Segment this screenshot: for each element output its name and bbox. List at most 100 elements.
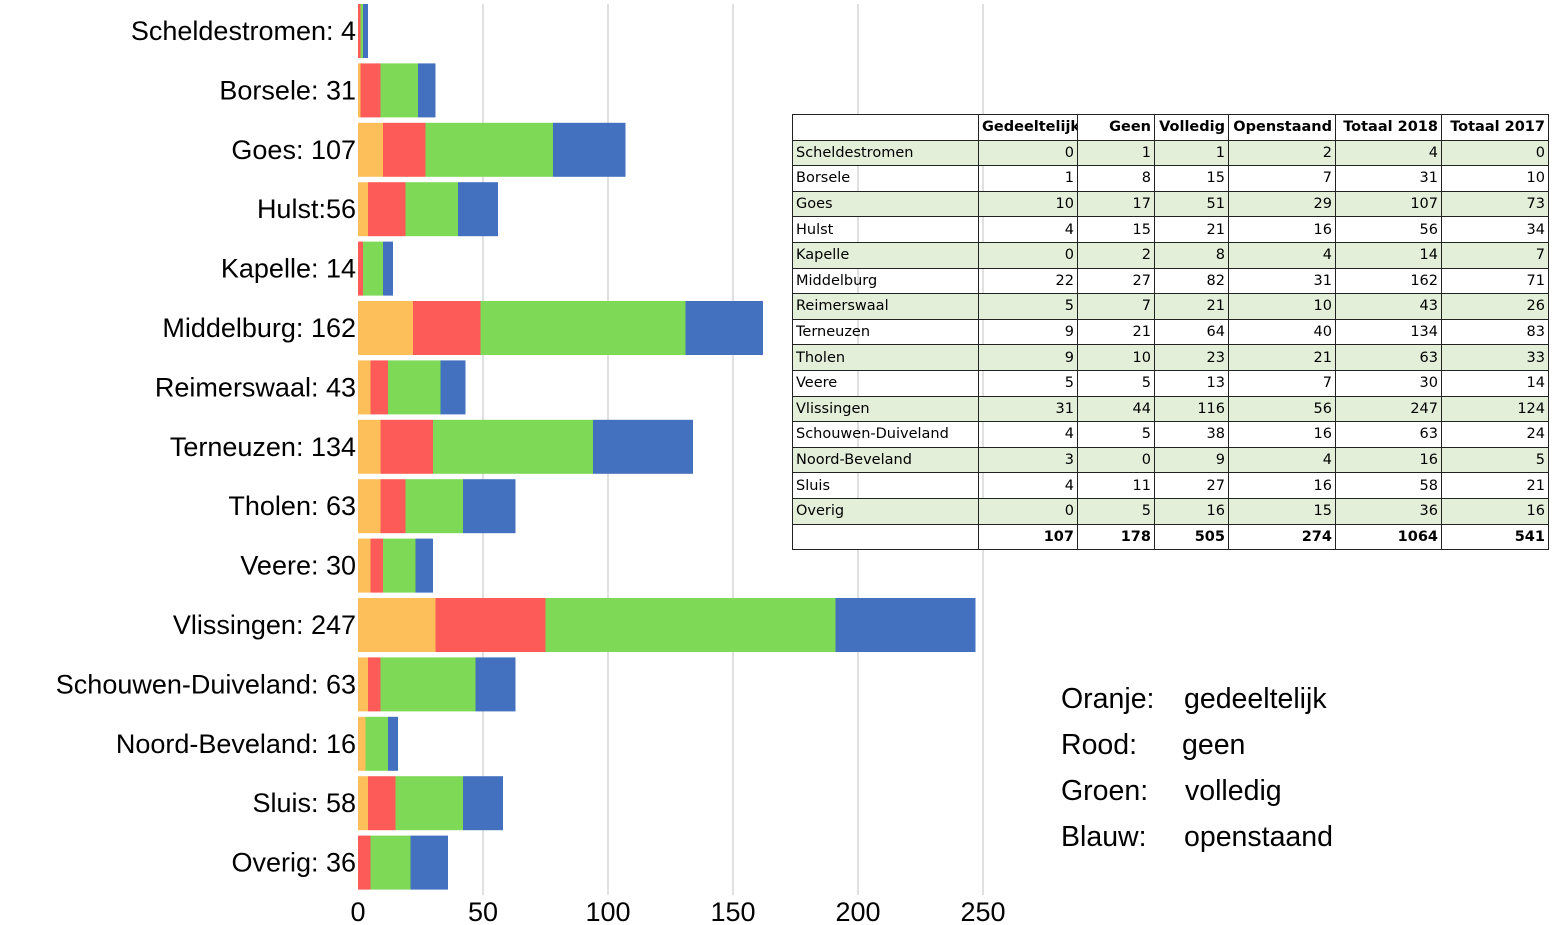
legend-note-value: openstaand [1184,821,1333,853]
table-cell: 17 [1077,190,1155,218]
bar-segment [835,598,976,652]
table-cell: 505 [1154,523,1229,551]
table-cell: 5 [1441,446,1549,474]
category-label: Middelburg: 162 [162,313,356,343]
bar-segment [418,63,436,118]
table-row: Reimerswaal 5 7 21 10 43 26 [792,293,1549,320]
table-header-row: Gedeeltelijk Geen Volledig Openstaand To… [792,114,1549,141]
table-cell: 9 [1154,446,1229,474]
table-row: Overig 0 5 16 15 36 16 [792,497,1549,525]
table-cell: 1 [978,165,1078,192]
category-label: Scheldestromen: 4 [131,16,356,46]
table-row-name: Reimerswaal [792,293,979,320]
table-cell: 83 [1441,318,1549,346]
bar-segment [365,716,388,771]
legend-note-key: Groen: [1061,775,1149,807]
bar-segment [383,538,416,593]
table-row: Sluis 4 11 27 16 58 21 [792,472,1549,499]
bar-segment [358,479,381,534]
table-header-cell: Geen [1077,114,1155,141]
table-row: Borsele 1 8 15 7 31 10 [792,165,1549,192]
bar-segment [370,835,411,890]
category-label: Reimerswaal: 43 [155,372,356,402]
table-cell: 21 [1154,293,1229,320]
bar-segment [388,360,441,415]
category-label: Noord-Beveland: 16 [116,729,356,759]
table-cell: 9 [978,344,1078,371]
legend-note-value: gedeeltelijk [1184,683,1327,715]
table-cell: 63 [1335,421,1442,448]
table-row: Vlissingen 31 44 116 56 247 124 [792,395,1549,423]
legend-note-value: volledig [1185,775,1282,807]
x-tick-label: 200 [835,897,880,925]
category-label: Overig: 36 [231,848,356,878]
bar-segment [440,360,466,415]
table-cell: 5 [978,369,1078,397]
bar-segment [358,241,363,296]
table-cell: 38 [1154,421,1229,448]
table-cell: 247 [1335,395,1442,423]
bar-segment [383,241,393,296]
table-cell: 274 [1228,523,1336,551]
bar-segment [458,182,498,237]
bar-segment [358,182,368,237]
table-cell: 5 [1077,369,1155,397]
table-cell: 16 [1228,216,1336,243]
bar-segment [368,182,406,237]
category-label: Hulst:56 [257,194,356,224]
table-cell: 0 [978,139,1078,167]
table-cell: 4 [978,216,1078,243]
table-row-name: Noord-Beveland [792,446,979,474]
table-cell: 13 [1154,369,1229,397]
table-cell: 10 [1077,344,1155,371]
table-cell: 44 [1077,395,1155,423]
bar-segment [358,835,371,890]
table-cell: 541 [1441,523,1549,551]
bar-segment [358,360,371,415]
table-cell: 16 [1154,497,1229,525]
bar-segment [370,538,383,593]
table-cell: 8 [1077,165,1155,192]
table-cell: 124 [1441,395,1549,423]
table-header-cell: Openstaand [1228,114,1336,141]
bar-segment [358,419,381,474]
table-cell: 27 [1154,472,1229,499]
table-cell: 31 [1335,165,1442,192]
bar-segment [358,776,368,831]
table-row-name: Vlissingen [792,395,979,423]
bar-segment [475,657,516,712]
bar-segment [380,419,433,474]
table-cell: 4 [1228,446,1336,474]
table-row: Kapelle 0 2 8 4 14 7 [792,241,1549,269]
table-cell: 43 [1335,293,1442,320]
bar-segment [358,538,371,593]
table-cell [792,523,979,551]
x-tick-label: 0 [350,897,365,925]
table-cell: 4 [1228,241,1336,269]
table-cell: 40 [1228,318,1336,346]
table-cell: 4 [1335,139,1442,167]
table-header-cell: Gedeeltelijk [978,114,1078,141]
bar-segment [360,4,363,58]
table-row-name: Schouwen-Duiveland [792,421,979,448]
bar-segment [363,4,368,58]
bar-segment [370,360,388,415]
bar-segment [553,122,626,177]
table-cell: 107 [978,523,1078,551]
table-cell: 4 [978,472,1078,499]
data-table: Gedeeltelijk Geen Volledig Openstaand To… [792,114,1549,551]
table-row-name: Veere [792,369,979,397]
table-cell: 15 [1077,216,1155,243]
table-cell: 21 [1441,472,1549,499]
bar-segment [358,657,368,712]
bar-segment [360,63,381,118]
table-row: Noord-Beveland 3 0 9 4 16 5 [792,446,1549,474]
table-cell: 10 [978,190,1078,218]
table-cell: 107 [1335,190,1442,218]
x-axis-ticks: 0 50 100 150 200 250 [350,897,1005,925]
table-cell: 10 [1441,165,1549,192]
legend-note-value: geen [1182,729,1246,761]
table-row: Scheldestromen 0 1 1 2 4 0 [792,139,1549,167]
table-cell: 15 [1228,497,1336,525]
table-row: Veere 5 5 13 7 30 14 [792,369,1549,397]
